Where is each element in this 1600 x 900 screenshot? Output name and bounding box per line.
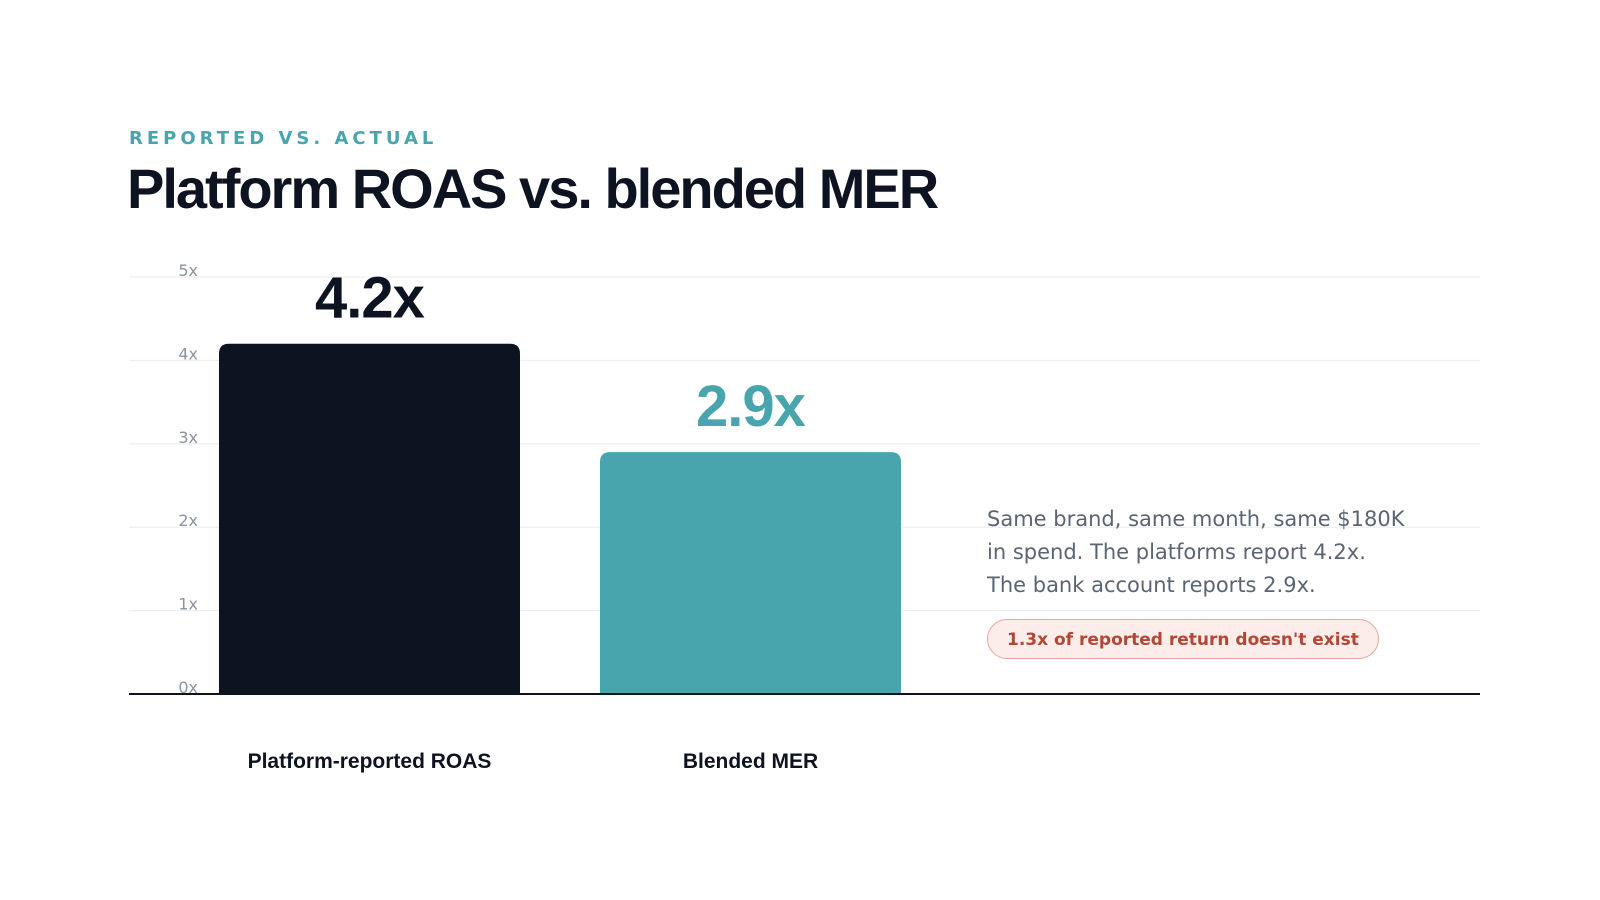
category-label: Platform-reported ROAS — [248, 750, 492, 773]
category-labels: Platform-reported ROAS Blended MER — [248, 750, 819, 773]
bar-platform-roas — [219, 343, 520, 694]
y-axis-ticks: 0x 1x 2x 3x 4x 5x — [178, 261, 198, 697]
page-title: Platform ROAS vs. blended MER — [127, 157, 939, 220]
annotation-note: Same brand, same month, same $180K in sp… — [987, 507, 1405, 597]
bar-blended-mer — [600, 452, 901, 694]
category-label: Blended MER — [683, 750, 818, 773]
y-tick-label: 2x — [178, 511, 198, 530]
discrepancy-badge: 1.3x of reported return doesn't exist — [987, 619, 1379, 659]
eyebrow-label: REPORTED VS. ACTUAL — [129, 128, 438, 149]
data-label: 2.9x — [696, 374, 806, 439]
y-tick-label: 5x — [178, 261, 198, 280]
bars — [219, 343, 901, 694]
data-labels: 4.2x 2.9x — [315, 266, 807, 439]
y-tick-label: 4x — [178, 344, 198, 363]
y-tick-label: 1x — [178, 595, 198, 614]
y-tick-label: 0x — [178, 678, 198, 697]
y-tick-label: 3x — [178, 428, 198, 447]
data-label: 4.2x — [315, 266, 425, 331]
